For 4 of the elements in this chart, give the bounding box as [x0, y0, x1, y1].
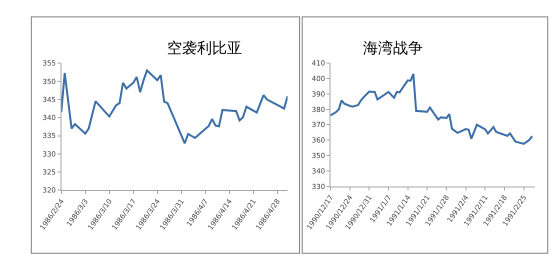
line-series [330, 72, 534, 145]
chart-title: 空袭利比亚 [167, 39, 242, 57]
chart-title: 海湾战争 [363, 39, 423, 57]
line-series [61, 69, 288, 144]
